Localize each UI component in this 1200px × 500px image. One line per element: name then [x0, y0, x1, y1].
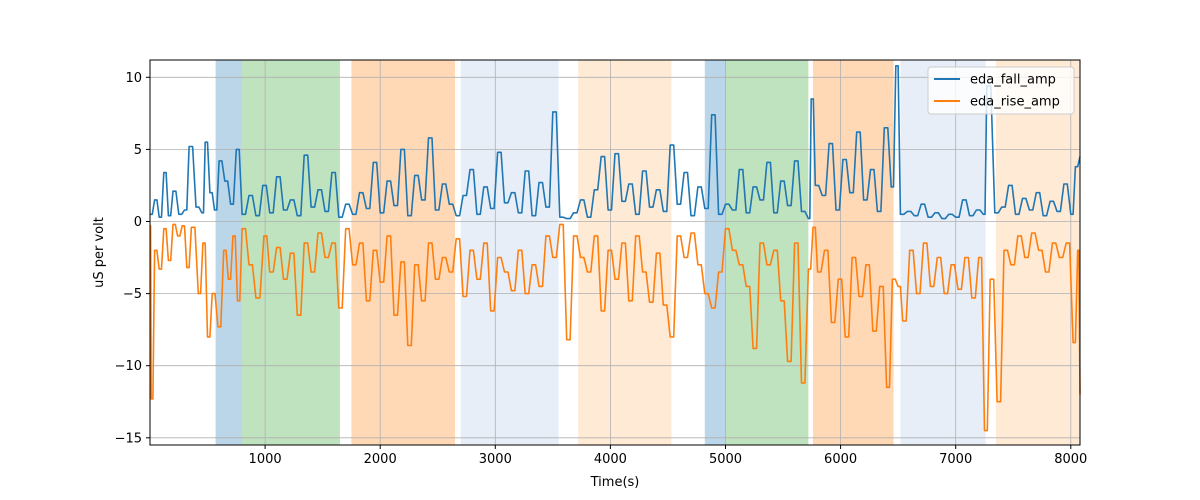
band-6 [725, 60, 809, 445]
legend-label-eda-rise-amp: eda_rise_amp [970, 95, 1060, 110]
legend: eda_fall_amp eda_rise_amp [927, 66, 1075, 115]
band-4 [578, 60, 672, 445]
x-tick-label-3: 4000 [594, 452, 627, 467]
x-tick-label-4: 5000 [709, 452, 742, 467]
band-9 [995, 60, 1080, 445]
x-tick-label-1: 2000 [364, 452, 397, 467]
legend-label-eda-fall-amp: eda_fall_amp [970, 73, 1056, 88]
band-0 [215, 60, 243, 445]
y-axis-ticks: −15 −10 −5 0 5 10 [115, 71, 150, 446]
x-axis-ticks: 1000 2000 3000 4000 5000 6000 7000 8000 [249, 445, 1087, 467]
y-tick-label-0: −15 [115, 431, 142, 446]
x-tick-label-2: 3000 [479, 452, 512, 467]
x-tick-label-5: 6000 [824, 452, 857, 467]
legend-box [927, 66, 1075, 115]
x-tick-label-6: 7000 [939, 452, 972, 467]
x-tick-label-7: 8000 [1054, 452, 1087, 467]
series-line-eda-rise-amp [149, 223, 1081, 432]
y-tick-label-4: 5 [134, 143, 142, 158]
band-8 [900, 60, 986, 445]
band-7 [812, 60, 894, 445]
plot-frame [149, 59, 1081, 446]
band-2 [351, 60, 456, 445]
y-tick-label-5: 10 [125, 71, 142, 86]
series-lines [149, 65, 1081, 432]
y-tick-label-2: −5 [123, 287, 142, 302]
x-tick-label-0: 1000 [249, 452, 282, 467]
grid-lines [150, 60, 1080, 445]
condition-bands [215, 60, 1080, 445]
x-axis-label: Time(s) [590, 475, 640, 490]
y-tick-label-1: −10 [115, 359, 142, 374]
band-3 [460, 60, 559, 445]
y-axis-label: uS per volt [92, 217, 107, 288]
y-tick-label-3: 0 [134, 215, 142, 230]
series-line-eda-fall-amp [150, 65, 1081, 220]
